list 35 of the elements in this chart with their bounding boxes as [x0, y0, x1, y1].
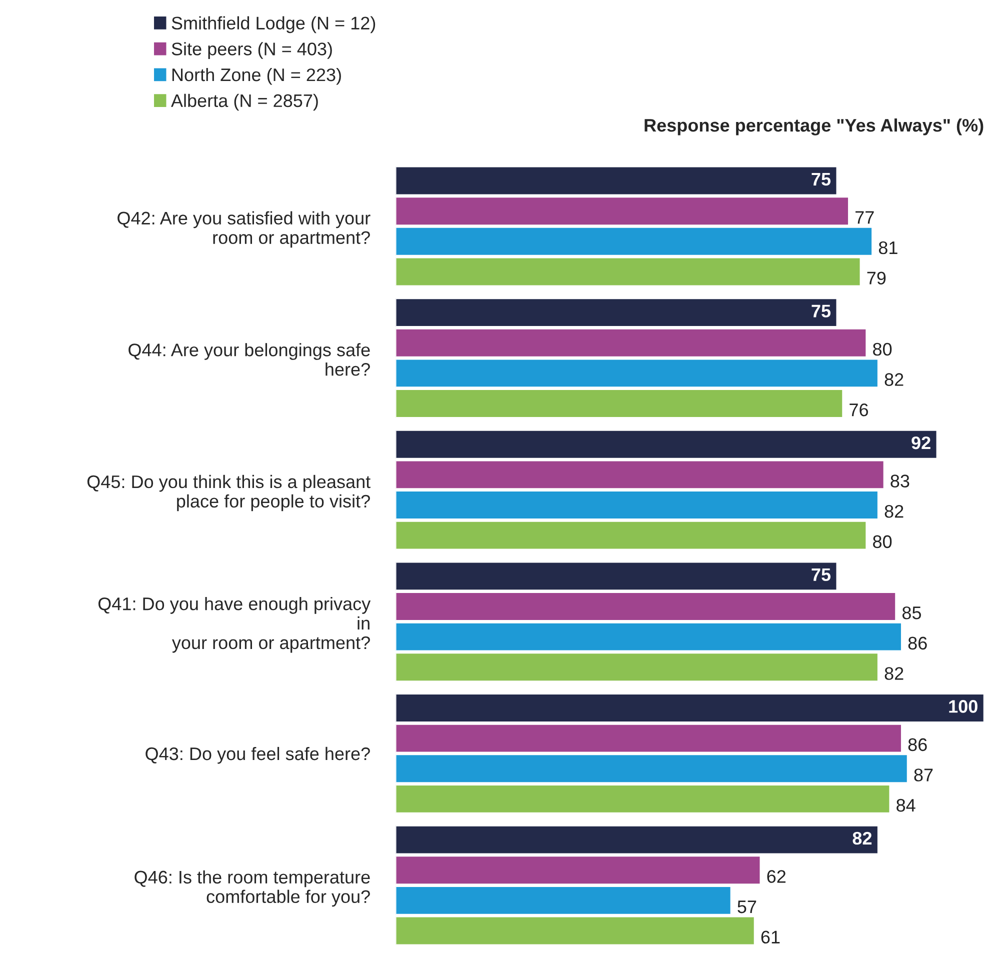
data-label: 81: [878, 241, 898, 254]
data-label: 62: [767, 870, 786, 883]
data-label: 82: [884, 504, 904, 518]
data-label: 75: [812, 568, 831, 582]
y-tick-label: Q41: Do you have enough privacy in your room or apartment?: [98, 596, 371, 653]
y-tick-label: Q45: Do you think this is a pleasant place for people to visit?: [87, 474, 370, 512]
y-tick-label: Q44: Are your belongings safe here?: [128, 343, 370, 376]
y-tick-label: Q46: Is the room temperature comfortable for you?: [134, 870, 370, 907]
data-label: 57: [738, 900, 756, 914]
data-label: 100: [949, 700, 978, 713]
data-label: 82: [852, 832, 872, 845]
data-label: 82: [884, 373, 904, 386]
data-label: 92: [912, 436, 930, 450]
legend-label: Alberta (N = 2857): [170, 94, 318, 111]
data-label: 87: [914, 768, 933, 782]
y-tick-label: Q43: Do you feel safe here?: [146, 746, 370, 764]
data-label: 84: [896, 798, 916, 812]
y-tick-label: Q42: Are you satisfied with your room or apartment?: [118, 211, 370, 248]
data-label: 82: [884, 667, 904, 680]
data-label: 75: [812, 304, 831, 318]
legend-label: Smithfield Lodge (N = 12): [172, 16, 376, 34]
data-label: 61: [761, 930, 780, 944]
data-label: 86: [908, 738, 927, 752]
data-label: 79: [867, 272, 886, 284]
data-label: 86: [908, 636, 927, 650]
legend-label: Site peers (N = 403): [172, 42, 332, 59]
data-label: 76: [850, 403, 868, 416]
data-label: 80: [873, 535, 892, 548]
legend-label: North Zone (N = 223): [172, 68, 341, 85]
data-label: 80: [873, 342, 892, 356]
data-label: 83: [890, 474, 910, 488]
data-label: 85: [902, 606, 921, 620]
data-label: 77: [856, 211, 874, 224]
data-label: 75: [812, 173, 831, 186]
chart-title: Response percentage "Yes Always" (%): [644, 118, 984, 136]
